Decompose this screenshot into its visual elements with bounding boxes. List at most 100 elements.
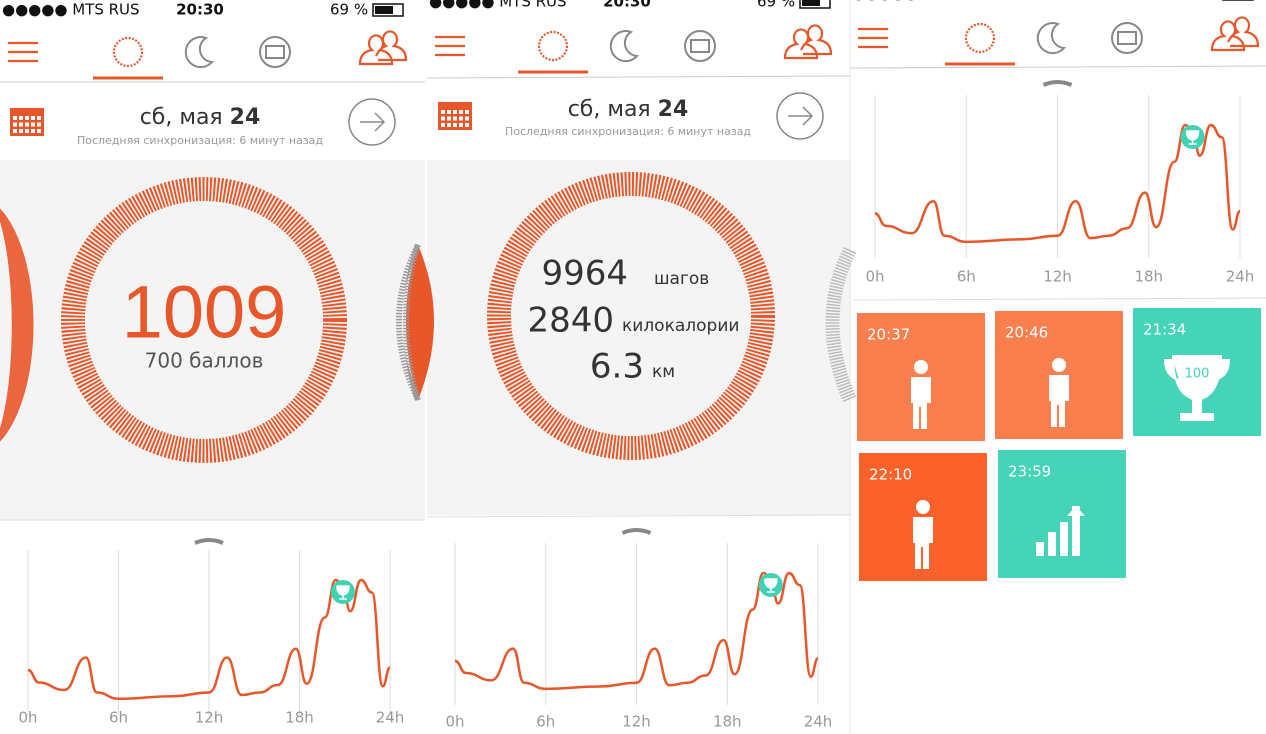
battery-icon <box>372 3 404 17</box>
clock: 20:30 <box>1026 0 1074 3</box>
activity-tab[interactable] <box>964 22 996 54</box>
x-tick-label: 12h <box>622 713 651 731</box>
next-day-button[interactable] <box>348 98 396 146</box>
battery-level <box>375 6 393 14</box>
person-head <box>1052 358 1066 372</box>
calendar-cell <box>25 122 29 127</box>
x-tick-label: 6h <box>536 713 555 731</box>
team-tab[interactable] <box>783 24 833 60</box>
person-head <box>914 360 928 374</box>
side-ring <box>406 245 434 400</box>
stat-value: 9964 <box>541 254 628 294</box>
trophy-icon <box>764 578 778 593</box>
activity-tab[interactable] <box>112 36 144 68</box>
calendar-cell <box>13 122 17 127</box>
sleep-tab[interactable] <box>184 36 215 69</box>
food-tab[interactable] <box>690 39 710 53</box>
x-tick-label: 18h <box>1134 268 1163 286</box>
date: сб, мая 24 <box>140 105 261 130</box>
calendar-cell <box>459 123 463 127</box>
food-tab[interactable] <box>684 30 716 62</box>
calendar-cell <box>441 123 445 127</box>
x-tick-label: 24h <box>804 713 833 731</box>
tile-time: 22:10 <box>869 466 912 484</box>
calendar-cell <box>25 116 29 120</box>
calendar-cell <box>453 116 457 121</box>
sleep-tab[interactable] <box>1036 22 1067 55</box>
tile-time: 20:46 <box>1005 324 1048 342</box>
tile-time: 21:34 <box>1143 321 1186 339</box>
team-tab[interactable] <box>358 30 408 66</box>
panel-bg <box>427 160 850 515</box>
activity-tab[interactable] <box>537 30 569 62</box>
sleep-tab[interactable] <box>609 30 640 63</box>
date-text: сб, мая <box>568 97 651 122</box>
activity-curve <box>27 578 391 701</box>
panel: сб, мая 24 Последняя синхронизация: 6 ми… <box>487 97 775 460</box>
side-ring <box>825 246 857 403</box>
trophy-icon <box>336 585 350 600</box>
trophy-icon <box>1163 355 1231 421</box>
divider <box>426 514 851 518</box>
x-tick-label: 0h <box>865 268 884 286</box>
arrow <box>788 106 814 126</box>
food-tab[interactable] <box>1111 22 1143 54</box>
x-tick-label: 6h <box>109 709 128 727</box>
x-tick-label: 24h <box>1226 268 1255 286</box>
date-text: сб, мая <box>140 105 223 130</box>
progress-ring <box>487 172 775 460</box>
date: сб, мая 24 <box>568 97 689 122</box>
person-head <box>916 500 930 514</box>
calendar-cell <box>459 110 463 114</box>
date-day: 24 <box>658 97 689 122</box>
tile-time: 20:37 <box>867 326 910 344</box>
food-tab[interactable] <box>265 45 285 59</box>
calendar-cell <box>441 110 445 114</box>
x-tick-label: 18h <box>285 709 314 727</box>
carrier: ●●●●● MTS RUS <box>429 0 567 11</box>
side-ring <box>0 208 34 442</box>
clock: 20:30 <box>603 0 651 11</box>
calendar-cell <box>453 123 457 127</box>
calendar-cell <box>31 129 35 133</box>
divider <box>849 65 1266 69</box>
calendar-cell <box>13 129 17 133</box>
score: 1009 <box>122 271 287 354</box>
next-day-button[interactable] <box>776 92 824 140</box>
calendar-cell <box>31 116 35 120</box>
calendar-cell <box>31 122 35 127</box>
food-tab[interactable] <box>1117 31 1137 45</box>
arrow-icon <box>1067 506 1085 516</box>
score-label: 700 баллов <box>145 349 264 373</box>
progress-ring <box>61 177 347 463</box>
event-tile[interactable] <box>998 450 1126 578</box>
calendar-cell <box>19 116 23 120</box>
tile-badge: 100 <box>1185 367 1210 382</box>
divider <box>426 75 851 79</box>
stat-value: 2840 <box>527 301 614 341</box>
panel-bg <box>0 160 425 520</box>
calendar-cell <box>37 122 41 127</box>
x-tick-label: 12h <box>1043 268 1072 286</box>
panel: сб, мая 24 Последняя синхронизация: 6 ми… <box>0 105 347 463</box>
bar-icon <box>1036 542 1044 556</box>
x-tick-label: 6h <box>957 268 976 286</box>
battery: 69 % <box>757 0 795 11</box>
food-tab[interactable] <box>259 36 291 68</box>
x-tick-label: 18h <box>713 713 742 731</box>
battery: 69 % <box>330 1 368 19</box>
sync-text: Последняя синхронизация: 6 минут назад <box>77 134 323 147</box>
x-tick-label: 24h <box>376 709 405 727</box>
sync-text: Последняя синхронизация: 6 минут назад <box>505 125 751 138</box>
stat-value: 6.3 <box>590 347 644 387</box>
x-tick-label: 0h <box>445 713 464 731</box>
activity-curve <box>874 123 1241 244</box>
calendar-cell <box>37 116 41 120</box>
calendar-cell <box>453 110 457 114</box>
stat-unit: км <box>652 362 675 382</box>
team-tab[interactable] <box>1210 16 1260 52</box>
tile-time: 23:59 <box>1008 463 1051 481</box>
collapse-handle <box>1042 80 1073 87</box>
calendar-cell <box>13 116 17 120</box>
